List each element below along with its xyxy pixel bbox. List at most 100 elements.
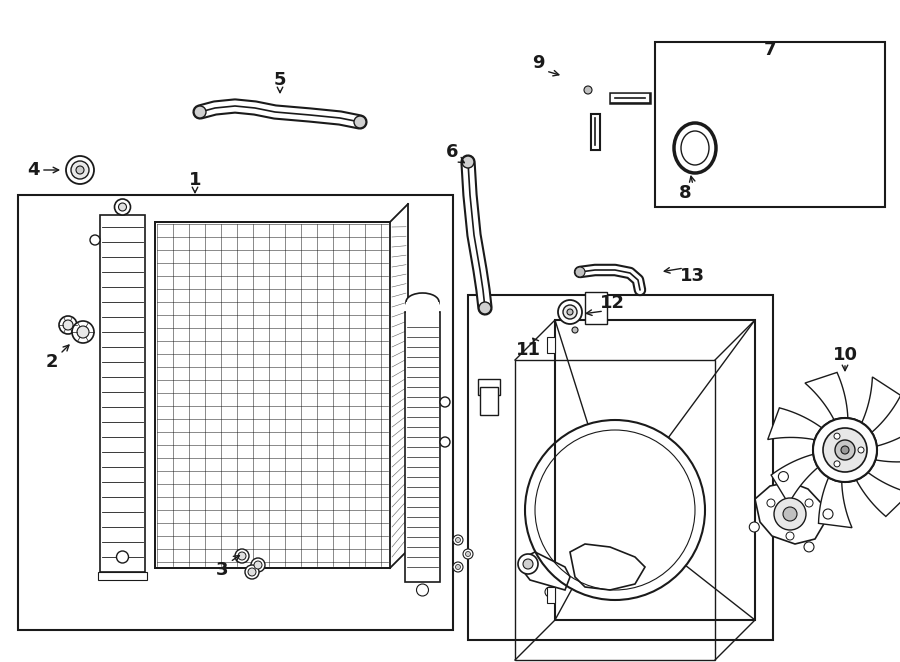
Circle shape	[841, 446, 849, 454]
Circle shape	[462, 156, 474, 168]
Circle shape	[251, 558, 265, 572]
Circle shape	[116, 551, 129, 563]
Polygon shape	[570, 544, 645, 590]
Circle shape	[463, 549, 473, 559]
Circle shape	[455, 565, 461, 569]
Text: 12: 12	[599, 294, 625, 312]
Circle shape	[453, 562, 463, 572]
Circle shape	[558, 300, 582, 324]
Circle shape	[465, 551, 471, 557]
Polygon shape	[155, 222, 390, 568]
Circle shape	[858, 447, 864, 453]
Bar	[478, 379, 500, 395]
Circle shape	[479, 302, 491, 314]
Bar	[655, 42, 885, 207]
Circle shape	[455, 538, 461, 542]
Polygon shape	[818, 477, 852, 528]
Circle shape	[417, 584, 428, 596]
Circle shape	[584, 86, 592, 94]
Bar	[18, 195, 453, 630]
Circle shape	[823, 428, 867, 472]
Bar	[547, 587, 555, 603]
Ellipse shape	[406, 293, 439, 311]
Circle shape	[194, 106, 206, 118]
Circle shape	[778, 471, 788, 481]
Text: 1: 1	[189, 171, 202, 189]
Circle shape	[114, 199, 130, 215]
Circle shape	[774, 498, 806, 530]
Bar	[406, 302, 439, 314]
Circle shape	[786, 532, 794, 540]
Circle shape	[834, 461, 840, 467]
Circle shape	[71, 161, 89, 179]
Circle shape	[563, 305, 577, 319]
Circle shape	[90, 235, 100, 245]
Circle shape	[518, 554, 538, 574]
Circle shape	[567, 309, 573, 315]
Text: 5: 5	[274, 71, 286, 89]
Circle shape	[453, 535, 463, 545]
Circle shape	[72, 321, 94, 343]
Circle shape	[354, 116, 366, 128]
Polygon shape	[771, 454, 818, 504]
Circle shape	[841, 446, 849, 454]
Circle shape	[834, 433, 840, 439]
Circle shape	[238, 552, 246, 560]
Text: 2: 2	[46, 353, 58, 371]
Bar	[98, 572, 147, 580]
Text: 7: 7	[764, 41, 776, 59]
Circle shape	[858, 447, 864, 453]
Polygon shape	[862, 377, 900, 432]
Bar	[480, 387, 498, 415]
Bar	[547, 337, 555, 353]
Circle shape	[77, 326, 89, 338]
Circle shape	[572, 327, 578, 333]
Circle shape	[254, 561, 262, 569]
Polygon shape	[805, 373, 848, 420]
Text: 10: 10	[832, 346, 858, 364]
Bar	[100, 215, 145, 572]
Circle shape	[76, 166, 84, 174]
Text: 9: 9	[532, 54, 544, 72]
Circle shape	[834, 433, 840, 439]
Bar	[585, 292, 607, 324]
Circle shape	[783, 507, 797, 521]
Circle shape	[823, 509, 833, 519]
Text: 4: 4	[27, 161, 40, 179]
Polygon shape	[555, 320, 755, 620]
Circle shape	[248, 568, 256, 576]
Text: 8: 8	[679, 184, 691, 202]
Circle shape	[545, 587, 555, 597]
Polygon shape	[755, 482, 825, 544]
Circle shape	[66, 156, 94, 184]
Circle shape	[767, 499, 775, 507]
Text: 6: 6	[446, 143, 458, 161]
Circle shape	[575, 267, 585, 277]
Circle shape	[440, 437, 450, 447]
Circle shape	[235, 549, 249, 563]
Circle shape	[750, 522, 760, 532]
Bar	[405, 312, 440, 582]
Circle shape	[63, 320, 73, 330]
Circle shape	[835, 440, 855, 460]
Circle shape	[813, 418, 877, 482]
Circle shape	[119, 203, 127, 211]
Circle shape	[59, 316, 77, 334]
Polygon shape	[876, 426, 900, 462]
Circle shape	[834, 461, 840, 467]
Circle shape	[804, 542, 814, 552]
Polygon shape	[768, 408, 822, 440]
Circle shape	[813, 418, 877, 482]
Circle shape	[823, 428, 867, 472]
Polygon shape	[520, 552, 570, 590]
Circle shape	[523, 559, 533, 569]
Circle shape	[245, 565, 259, 579]
Bar	[468, 295, 773, 640]
Text: 11: 11	[516, 341, 541, 359]
Circle shape	[806, 499, 813, 507]
Text: 3: 3	[216, 561, 229, 579]
Circle shape	[440, 397, 450, 407]
Text: 13: 13	[680, 267, 705, 285]
Polygon shape	[856, 473, 900, 516]
Circle shape	[835, 440, 855, 460]
